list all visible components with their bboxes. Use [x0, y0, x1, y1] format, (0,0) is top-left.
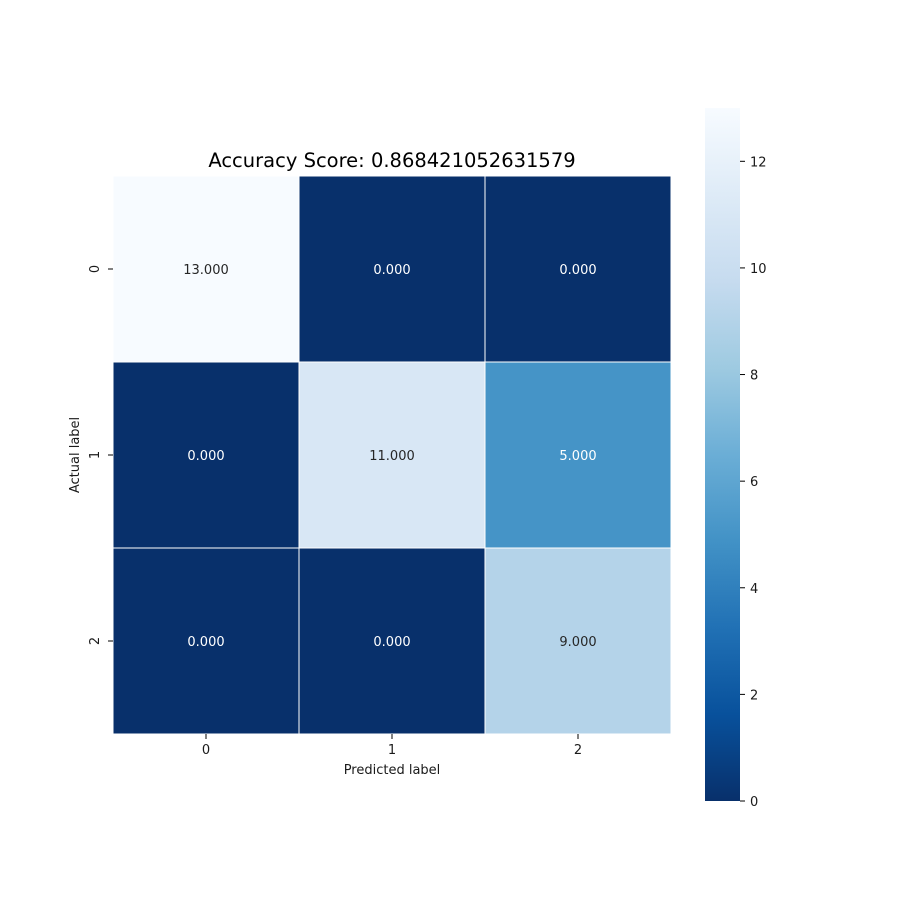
cell-value-label: 0.000 — [559, 263, 596, 278]
heatmap-cell — [484, 175, 672, 363]
heatmap-cell — [298, 175, 486, 363]
x-axis-label: Predicted label — [344, 763, 441, 778]
y-tick-label: 2 — [88, 637, 103, 645]
cell-value-label: 9.000 — [559, 635, 596, 650]
cell-value-label: 13.000 — [183, 263, 229, 278]
heatmap-cell — [112, 547, 300, 735]
heatmap-cell — [112, 175, 300, 363]
heatmap-cell — [298, 547, 486, 735]
y-tick-label: 0 — [88, 265, 103, 273]
cell-value-label: 0.000 — [187, 635, 224, 650]
colorbar-tick-label: 12 — [750, 155, 767, 170]
cell-value-label: 0.000 — [373, 635, 410, 650]
heatmap-cell — [484, 361, 672, 549]
x-axis-ticks: 0 1 2 — [202, 734, 582, 758]
x-tick-label: 0 — [202, 743, 210, 758]
heatmap-cells: 13.000 0.000 0.000 0.000 11.000 5.000 0.000 0.0… — [112, 175, 672, 735]
colorbar-tick-label: 10 — [750, 262, 767, 277]
colorbar-tick-label: 2 — [750, 688, 758, 703]
heatmap-cell — [112, 361, 300, 549]
y-axis-label: Actual label — [68, 417, 83, 493]
colorbar-tick-label: 4 — [750, 582, 758, 597]
cell-value-label: 0.000 — [187, 449, 224, 464]
x-tick-label: 2 — [574, 743, 582, 758]
colorbar-tick-label: 8 — [750, 369, 758, 384]
colorbar-tick-label: 0 — [750, 795, 758, 810]
cell-value-label: 0.000 — [373, 263, 410, 278]
colorbar-gradient — [705, 108, 740, 801]
chart-title: Accuracy Score: 0.868421052631579 — [208, 149, 575, 172]
colorbar: 0 2 4 6 8 10 12 — [705, 108, 767, 810]
x-tick-label: 1 — [388, 743, 396, 758]
cell-value-label: 11.000 — [369, 449, 415, 464]
colorbar-tick-label: 6 — [750, 475, 758, 490]
cell-value-label: 5.000 — [559, 449, 596, 464]
y-axis-ticks: 0 1 2 — [88, 265, 113, 645]
heatmap-cell — [298, 361, 486, 549]
y-tick-label: 1 — [88, 451, 103, 459]
